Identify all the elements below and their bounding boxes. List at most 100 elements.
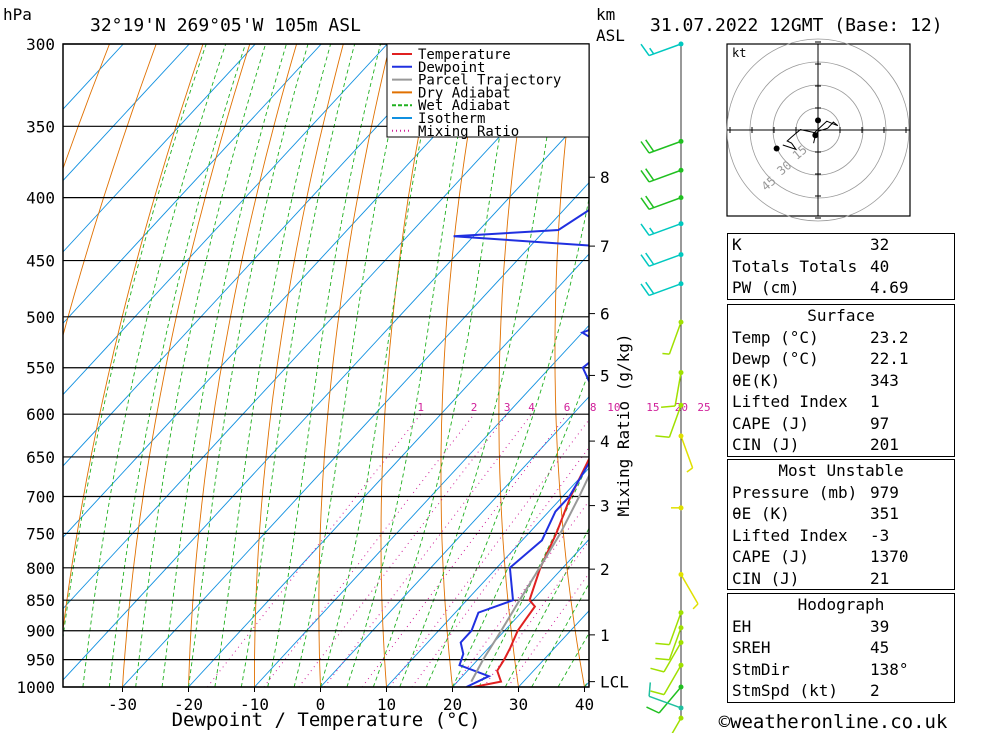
table-row: Temp (°C)23.2 [728,327,954,349]
dry-adiabat-line [255,44,344,687]
table-row: CIN (J)21 [728,568,954,590]
wind-barb [651,716,684,733]
wind-barb [641,221,684,235]
km-unit-asl: ASL [596,26,625,45]
pressure-tick-label: 350 [26,117,55,136]
mixing-ratio-label: 25 [697,401,710,414]
wet-adiabat-line [241,35,357,687]
dry-adiabat-line [189,44,297,687]
km-tick-label: 7 [600,237,610,256]
surface-title: Surface [728,305,954,327]
table-row: CIN (J)201 [728,434,954,456]
table-row: Lifted Index-3 [728,525,954,547]
km-tick-label: 4 [600,432,610,451]
dry-adiabat-line [381,44,437,687]
dry-adiabat-line [0,44,156,687]
wind-barb [641,139,684,153]
km-tick-label: 5 [600,366,610,385]
dry-adiabat-line [555,44,585,687]
location-title: 32°19'N 269°05'W 105m ASL [90,15,361,36]
row-value: 201 [870,434,950,456]
mixing-ratio-label: 4 [528,401,535,414]
pressure-tick-label: 550 [26,359,55,378]
table-row: StmSpd (kt)2 [728,680,954,702]
wind-barb [655,403,683,437]
row-value: 21 [870,568,950,590]
mixing-ratio-line [207,414,420,687]
row-label: Totals Totals [732,256,870,278]
mixing-ratio-label: 1 [417,401,424,414]
temp-tick-label: 30 [509,695,528,714]
row-label: SREH [732,637,870,659]
km-tick-label: 3 [600,497,610,516]
mixing-ratio-line [362,414,567,687]
x-axis-title: Dewpoint / Temperature (°C) [172,709,481,731]
mixing-ratio-label: 2 [471,401,478,414]
table-row: Pressure (mb)979 [728,482,954,504]
pressure-tick-label: 1000 [16,678,55,697]
pressure-tick-label: 500 [26,308,55,327]
wind-barb [649,682,683,710]
mixing-ratio-label: 3 [504,401,511,414]
wet-adiabat-line [109,35,248,687]
table-row: θE(K)343 [728,370,954,392]
km-tick-label: 1 [600,626,610,645]
row-label: Lifted Index [732,525,870,547]
hodograph-table-title: Hodograph [728,594,954,616]
dry-adiabat-line [951,44,1000,687]
copyright: ©weatheronline.co.uk [719,711,948,733]
row-value: 1 [870,391,950,413]
wind-barb [641,168,684,182]
mixing-ratio-line [325,414,532,687]
dry-adiabat-line [57,44,204,687]
pressure-tick-label: 900 [26,622,55,641]
dry-adiabat-line [662,44,717,687]
hodograph-point [815,117,821,123]
row-value: 40 [870,256,950,278]
pressure-tick-label: 600 [26,405,55,424]
wet-adiabat-line [136,35,269,687]
plot-frame [63,44,589,687]
row-label: K [732,234,870,256]
dry-adiabat-line [123,44,250,687]
row-value: 1370 [870,546,950,568]
km-tick-label: 6 [600,305,610,324]
profiles [454,44,712,687]
table-row: PW (cm)4.69 [728,277,954,299]
temp-tick-label: -30 [108,695,137,714]
wet-adiabat-line [268,35,383,687]
pressure-tick-label: 300 [26,35,55,54]
dry-adiabat-line [441,44,484,687]
row-label: Pressure (mb) [732,482,870,504]
wind-barb [641,281,684,295]
row-label: CAPE (J) [732,546,870,568]
row-label: CIN (J) [732,568,870,590]
row-label: CIN (J) [732,434,870,456]
pressure-tick-label: 850 [26,591,55,610]
datetime-title: 31.07.2022 12GMT (Base: 12) [650,15,943,36]
row-value: 343 [870,370,950,392]
row-label: θE(K) [732,370,870,392]
mixing-ratio-label: 15 [646,401,659,414]
row-value: 45 [870,637,950,659]
isobars [63,44,589,687]
wet-adiabat-line [83,35,229,687]
wind-barb [641,195,684,209]
pressure-tick-label: 650 [26,448,55,467]
mixing-ratio-line [484,414,682,687]
row-label: PW (cm) [732,277,870,299]
table-row: θE (K)351 [728,503,954,525]
row-value: 39 [870,616,950,638]
row-label: CAPE (J) [732,413,870,435]
table-row: Dewp (°C)22.1 [728,348,954,370]
hodograph-unit: kt [732,46,746,60]
wind-barb [641,252,684,266]
km-tick-label: 2 [600,560,610,579]
most-unstable-title: Most Unstable [728,460,954,482]
